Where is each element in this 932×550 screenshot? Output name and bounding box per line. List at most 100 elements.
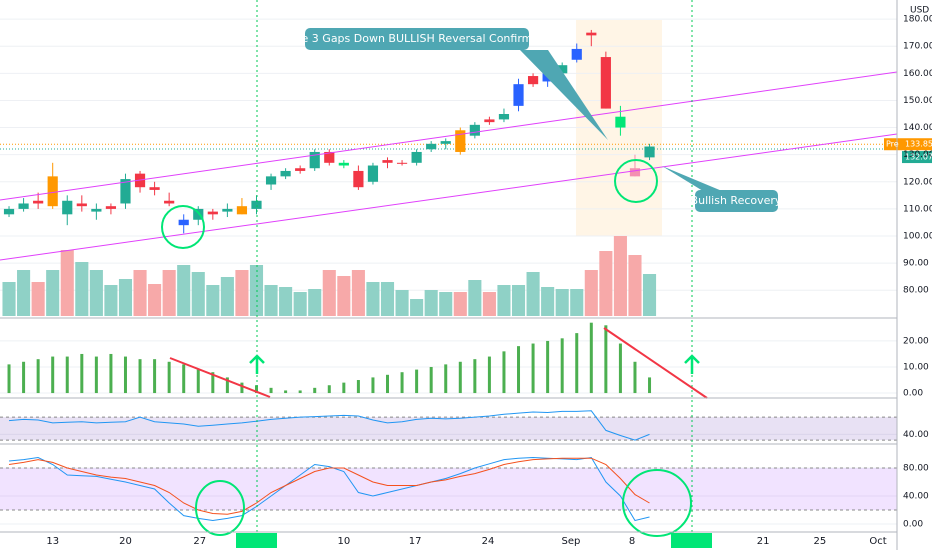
candle-body bbox=[222, 208, 233, 212]
indicator-line bbox=[8, 456, 650, 522]
histogram-bar bbox=[225, 377, 229, 394]
x-tick-label: Oct bbox=[869, 536, 886, 547]
candle-body bbox=[251, 200, 262, 209]
x-tick-label: 21 bbox=[757, 536, 770, 547]
trend-line bbox=[0, 133, 898, 261]
red-lines bbox=[169, 327, 708, 399]
annotation-text: Bullish Recovery bbox=[691, 194, 782, 207]
x-tick-label: 25 bbox=[813, 536, 826, 547]
candle-body bbox=[105, 206, 117, 209]
histogram-bar bbox=[153, 359, 157, 394]
volume-bar bbox=[191, 272, 205, 316]
candle-body bbox=[207, 211, 218, 215]
histogram-bar bbox=[51, 356, 55, 394]
volume-bar bbox=[555, 289, 569, 316]
histogram-bar bbox=[182, 364, 186, 394]
volume-bar bbox=[541, 287, 555, 316]
volume-bar bbox=[497, 285, 511, 316]
volume-bar bbox=[31, 282, 45, 316]
volume-bar bbox=[468, 280, 482, 316]
candle-body bbox=[426, 143, 437, 150]
volume-bar bbox=[453, 292, 467, 316]
volume-bar bbox=[2, 282, 16, 316]
candle-body bbox=[120, 179, 131, 204]
candle-body bbox=[18, 203, 29, 209]
band bbox=[0, 417, 897, 441]
candle-body bbox=[47, 176, 58, 207]
trend-lines bbox=[0, 71, 898, 261]
callout-box bbox=[695, 190, 778, 212]
volume-bar bbox=[439, 292, 453, 316]
y-tick-label: 120.00 bbox=[903, 177, 932, 187]
histogram-bar bbox=[575, 333, 579, 394]
volume-bar bbox=[526, 272, 540, 316]
volume-bar bbox=[322, 270, 336, 316]
y-tick-label: 80.00 bbox=[903, 464, 929, 474]
volume-bar bbox=[308, 289, 322, 316]
candle-body bbox=[629, 168, 641, 177]
candle-body bbox=[382, 160, 393, 163]
histogram-bar bbox=[429, 366, 433, 394]
histogram-bar bbox=[123, 356, 127, 394]
histogram-bar bbox=[356, 380, 360, 394]
x-tick-label: 8 bbox=[629, 536, 635, 547]
volume-bar bbox=[118, 279, 133, 316]
candle-body bbox=[615, 116, 626, 128]
volume-bar bbox=[482, 292, 496, 316]
candle-body bbox=[338, 162, 349, 166]
y-tick-label: 170.00 bbox=[903, 42, 932, 52]
candle-body bbox=[498, 113, 510, 120]
volume-bar bbox=[628, 255, 642, 316]
volume-bar bbox=[584, 270, 598, 316]
separators bbox=[0, 0, 898, 550]
candle-body bbox=[600, 57, 611, 109]
candle-body bbox=[62, 200, 73, 215]
volume-bar bbox=[511, 285, 526, 316]
price-label: 132.07 bbox=[905, 153, 932, 162]
volume-bar bbox=[366, 282, 380, 316]
histogram-bar bbox=[196, 369, 200, 394]
candle-body bbox=[295, 168, 306, 171]
histogram-bar bbox=[327, 385, 331, 394]
price-tag bbox=[902, 138, 932, 151]
y-tick-label: 0.00 bbox=[903, 389, 923, 399]
histogram-bar bbox=[269, 387, 273, 394]
histogram-bar bbox=[502, 351, 506, 394]
histogram-bar bbox=[648, 377, 652, 394]
histogram-bar bbox=[604, 325, 608, 394]
volume-bar bbox=[613, 236, 627, 316]
annotation-text: The 3 Gaps Down BULLISH Reversal Confirm… bbox=[287, 32, 546, 45]
volume-bar bbox=[249, 265, 264, 316]
volume-bar bbox=[46, 270, 60, 316]
histogram-bar bbox=[633, 361, 637, 394]
band bbox=[0, 468, 897, 511]
y-tick-label: 140.00 bbox=[903, 123, 932, 133]
trend-line bbox=[0, 71, 898, 201]
volume-bar bbox=[75, 262, 89, 316]
histogram-bar bbox=[298, 390, 302, 394]
circles bbox=[161, 159, 692, 537]
indicator-line bbox=[8, 410, 650, 441]
y-tick-label: 10.00 bbox=[903, 362, 929, 372]
x-tick-label: 24 bbox=[482, 536, 495, 547]
volume-bar bbox=[148, 284, 162, 316]
y-tick-label: 150.00 bbox=[903, 96, 932, 106]
volume-bar bbox=[177, 265, 191, 316]
volume-bar bbox=[424, 290, 438, 316]
candle-body bbox=[33, 200, 44, 204]
candle-body bbox=[193, 208, 204, 220]
y-tick-label: 180.00 bbox=[903, 15, 932, 25]
y-tick-label: 0.00 bbox=[903, 520, 923, 530]
volume-bar bbox=[235, 270, 249, 316]
price-label: 133.85 bbox=[905, 140, 932, 149]
candle-body bbox=[469, 124, 480, 136]
volume-bar bbox=[162, 270, 176, 316]
histogram-bar bbox=[109, 353, 113, 394]
volume-bar bbox=[351, 270, 365, 316]
candle-body bbox=[91, 208, 102, 212]
y-tick-label: 110.00 bbox=[903, 204, 932, 214]
y-tick-label: 80.00 bbox=[903, 286, 929, 296]
price-tag bbox=[902, 151, 932, 164]
highlight-circle bbox=[622, 469, 692, 537]
x-tick-label: Sep bbox=[561, 536, 580, 547]
